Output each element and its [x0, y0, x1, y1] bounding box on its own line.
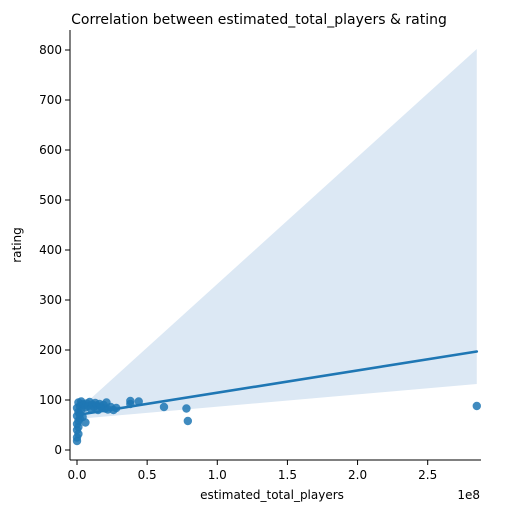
y-tick-label: 800: [39, 43, 62, 57]
y-tick-label: 300: [39, 293, 62, 307]
y-tick-label: 700: [39, 93, 62, 107]
y-tick-label: 0: [54, 443, 62, 457]
scatter-point: [159, 402, 169, 412]
confidence-band: [77, 49, 477, 419]
confidence-band-layer: [77, 49, 477, 419]
x-ticks: 0.0 0.5 1.0 1.5 2.0 2.5: [67, 460, 437, 482]
chart-title: Correlation between estimated_total_play…: [71, 12, 447, 28]
x-tick-label: 2.0: [348, 468, 367, 482]
x-axis-label: estimated_total_players: [200, 488, 344, 502]
y-tick-label: 100: [39, 393, 62, 407]
y-tick-label: 200: [39, 343, 62, 357]
regression-line-layer: [75, 350, 479, 417]
y-ticks: 0 100 200 300 400 500 600 700 800: [39, 43, 70, 457]
points-layer: [72, 396, 481, 446]
x-axis-multiplier: 1e8: [457, 488, 480, 502]
x-tick-label: 0.5: [138, 468, 157, 482]
x-tick-label: 2.5: [418, 468, 437, 482]
scatter-point: [126, 396, 135, 406]
x-tick-label: 1.5: [278, 468, 297, 482]
x-tick-label: 0.0: [67, 468, 86, 482]
scatter-point: [182, 404, 191, 413]
scatter-point: [472, 401, 481, 411]
scatter-point: [183, 416, 193, 426]
y-axis-label: rating: [10, 227, 24, 263]
regression-line: [75, 350, 479, 417]
x-tick-label: 1.0: [208, 468, 227, 482]
y-tick-label: 600: [39, 143, 62, 157]
y-tick-label: 500: [39, 193, 62, 207]
y-tick-label: 400: [39, 243, 62, 257]
